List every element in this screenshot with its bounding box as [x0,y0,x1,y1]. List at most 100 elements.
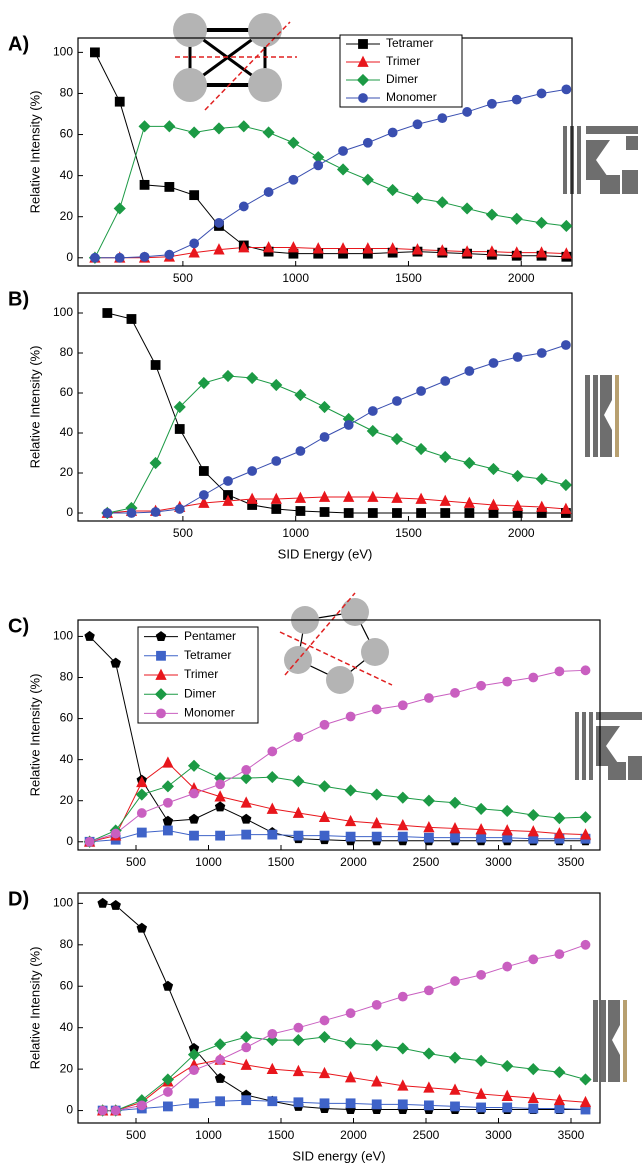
marker [241,1042,252,1053]
marker [189,1065,199,1076]
marker [149,456,162,470]
series-line [94,88,567,259]
marker [397,1079,409,1091]
legend-label: Monomer [184,706,235,720]
plot-frame [77,619,601,851]
marker [246,371,259,385]
marker [356,73,370,87]
marker [318,400,331,414]
marker [358,93,368,103]
marker [136,775,148,788]
marker [343,508,354,518]
marker [188,246,200,258]
y-tick-label: 100 [53,305,73,319]
marker [344,1071,357,1083]
x-tick-label: 500 [173,526,193,540]
marker [156,650,166,661]
marker [436,196,449,209]
marker [476,832,487,843]
x-tick-label: 3000 [485,1128,512,1142]
plot-frame [77,37,573,267]
marker [241,765,252,775]
marker [164,249,175,260]
marker [580,665,591,676]
marker [343,420,354,430]
marker [102,308,113,318]
plot-frame [77,892,601,1124]
marker [391,491,403,503]
marker [422,1047,435,1060]
marker [362,137,373,148]
marker [501,804,514,818]
marker [475,1054,488,1067]
marker [162,980,174,991]
marker [527,809,540,822]
marker [136,922,148,933]
sid-device-icon [585,375,619,457]
marker [222,494,234,506]
marker [475,1087,487,1099]
marker [292,1064,305,1077]
marker [345,831,356,842]
marker [114,252,125,263]
y-tick-label: 0 [66,505,73,519]
marker [411,243,424,255]
marker [392,396,402,406]
marker [271,504,282,514]
marker [161,1073,174,1086]
marker [164,182,175,192]
x-axis-label: SID energy (eV) [292,1148,385,1163]
x-tick-label: 1500 [395,271,422,285]
marker [293,830,304,841]
marker [367,508,378,518]
marker [135,788,148,801]
x-tick-label: 2500 [413,855,440,869]
marker [318,1030,331,1044]
marker [412,119,423,130]
marker [416,508,426,518]
marker [345,1098,356,1109]
marker [223,476,233,486]
x-tick-label: 1000 [195,1128,222,1142]
x-axis-label: SID Energy (eV) [278,546,373,561]
marker [263,187,274,197]
marker [337,242,349,254]
marker [162,825,173,836]
marker [396,791,409,804]
marker [476,680,487,691]
x-tick-label: 2000 [508,526,535,540]
marker [423,1081,435,1093]
marker [387,242,399,254]
marker [292,775,305,788]
marker [367,406,378,416]
marker [579,811,592,824]
marker [319,1015,330,1026]
marker [110,657,121,668]
marker [450,832,460,843]
marker [343,490,355,502]
marker [370,788,383,801]
marker [126,314,137,324]
marker [198,490,209,500]
y-tick-label: 100 [53,896,73,910]
legend-label: Trimer [386,54,420,68]
marker [362,242,374,254]
marker [397,991,408,1002]
marker [371,1099,382,1110]
marker [246,492,258,504]
marker [214,1038,227,1051]
y-tick-label: 60 [60,127,74,141]
marker [344,1037,357,1050]
marker [336,163,350,176]
marker [535,472,548,486]
marker [390,432,404,446]
marker [415,492,427,504]
marker [295,506,306,516]
marker [560,247,573,259]
marker [386,183,399,197]
marker [397,831,408,842]
marker [288,174,299,185]
marker [486,245,498,257]
marker [450,976,460,986]
